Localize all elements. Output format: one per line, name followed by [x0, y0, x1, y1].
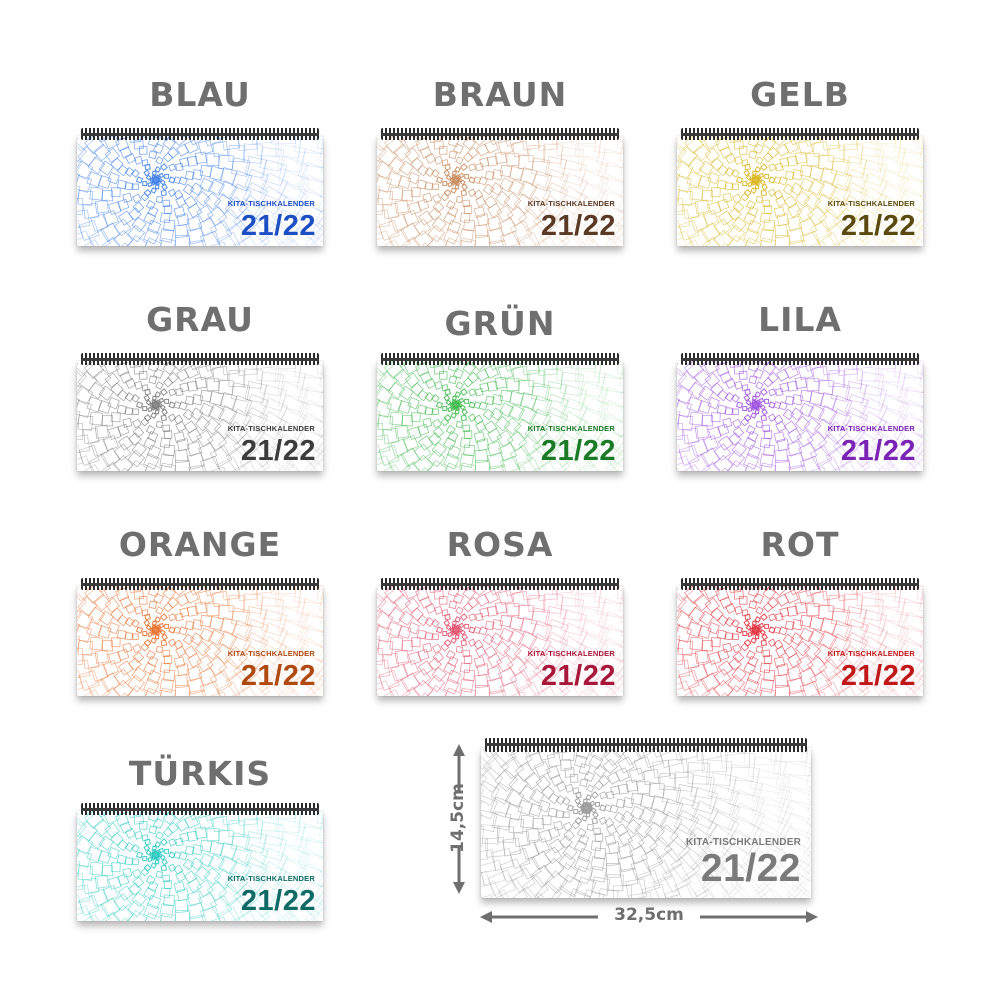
calendar-kicker: KITA-TISCHKALENDER [827, 649, 915, 658]
spiral-binding [681, 353, 919, 365]
calendar-cover: KITA-TISCHKALENDER 21/22 [77, 136, 323, 246]
spiral-binding [381, 353, 619, 365]
calendar-gelb[interactable]: KITA-TISCHKALENDER 21/22 [677, 128, 923, 246]
calendar-kicker: KITA-TISCHKALENDER [685, 837, 801, 848]
swirl-pattern [77, 361, 323, 471]
spiral-binding [681, 128, 919, 140]
calendar-year: 21/22 [240, 660, 316, 692]
calendar-kicker: KITA-TISCHKALENDER [227, 649, 315, 658]
variant-name-rosa: ROSA [446, 525, 554, 564]
height-arrow [452, 744, 466, 894]
calendar-kicker: KITA-TISCHKALENDER [527, 649, 615, 658]
height-label: 14,5cm [448, 783, 468, 853]
variant-name-blau: BLAU [149, 75, 251, 114]
calendar-year: 21/22 [540, 660, 616, 692]
spiral-binding [381, 578, 619, 590]
calendar-cover: KITA-TISCHKALENDER 21/22 [677, 586, 923, 696]
variant-name-lila: LILA [758, 300, 842, 339]
calendar-cover: KITA-TISCHKALENDER 21/22 [77, 586, 323, 696]
calendar-lila[interactable]: KITA-TISCHKALENDER 21/22 [677, 353, 923, 471]
calendar-kicker: KITA-TISCHKALENDER [227, 199, 315, 208]
calendar-cover: KITA-TISCHKALENDER 21/22 [481, 748, 811, 898]
calendar-braun[interactable]: KITA-TISCHKALENDER 21/22 [377, 128, 623, 246]
spiral-binding [485, 738, 807, 752]
calendar-tuerkis[interactable]: KITA-TISCHKALENDER 21/22 [77, 803, 323, 921]
variant-name-tuerkis: TÜRKIS [128, 754, 272, 793]
variant-name-orange: ORANGE [118, 525, 282, 564]
swirl-pattern [481, 748, 811, 898]
calendar-kicker: KITA-TISCHKALENDER [227, 424, 315, 433]
calendar-year: 21/22 [240, 435, 316, 467]
spiral-binding [81, 578, 319, 590]
swirl-pattern [377, 586, 623, 696]
calendar-rosa[interactable]: KITA-TISCHKALENDER 21/22 [377, 578, 623, 696]
spiral-binding [381, 128, 619, 140]
calendar-kicker: KITA-TISCHKALENDER [827, 199, 915, 208]
calendar-cover: KITA-TISCHKALENDER 21/22 [677, 361, 923, 471]
calendar-rot[interactable]: KITA-TISCHKALENDER 21/22 [677, 578, 923, 696]
calendar-orange[interactable]: KITA-TISCHKALENDER 21/22 [77, 578, 323, 696]
calendar-gruen[interactable]: KITA-TISCHKALENDER 21/22 [377, 353, 623, 471]
calendar-year: 21/22 [540, 210, 616, 242]
calendar-size-sample[interactable]: KITA-TISCHKALENDER 21/22 [481, 738, 811, 898]
calendar-year: 21/22 [540, 435, 616, 467]
calendar-cover: KITA-TISCHKALENDER 21/22 [77, 811, 323, 921]
variant-name-gelb: GELB [750, 75, 850, 114]
calendar-year: 21/22 [840, 210, 916, 242]
swirl-pattern [677, 361, 923, 471]
calendar-year: 21/22 [240, 210, 316, 242]
calendar-grau[interactable]: KITA-TISCHKALENDER 21/22 [77, 353, 323, 471]
calendar-kicker: KITA-TISCHKALENDER [227, 874, 315, 883]
calendar-year: 21/22 [840, 660, 916, 692]
calendar-cover: KITA-TISCHKALENDER 21/22 [77, 361, 323, 471]
calendar-cover: KITA-TISCHKALENDER 21/22 [677, 136, 923, 246]
calendar-blau[interactable]: KITA-TISCHKALENDER 21/22 [77, 128, 323, 246]
calendar-kicker: KITA-TISCHKALENDER [527, 199, 615, 208]
calendar-cover: KITA-TISCHKALENDER 21/22 [377, 361, 623, 471]
spiral-binding [681, 578, 919, 590]
calendar-year: 21/22 [240, 885, 316, 917]
spiral-binding [81, 128, 319, 140]
spiral-binding [81, 353, 319, 365]
variant-name-rot: ROT [760, 525, 840, 564]
variant-name-braun: BRAUN [432, 75, 568, 114]
width-arrow [480, 910, 818, 924]
calendar-year: 21/22 [840, 435, 916, 467]
calendar-cover: KITA-TISCHKALENDER 21/22 [377, 136, 623, 246]
calendar-kicker: KITA-TISCHKALENDER [827, 424, 915, 433]
variant-name-grau: GRAU [146, 300, 254, 339]
calendar-cover: KITA-TISCHKALENDER 21/22 [377, 586, 623, 696]
variant-name-gruen: GRÜN [444, 304, 556, 343]
calendar-kicker: KITA-TISCHKALENDER [527, 424, 615, 433]
spiral-binding [81, 803, 319, 815]
width-label: 32,5cm [614, 905, 684, 925]
calendar-year: 21/22 [700, 847, 801, 890]
